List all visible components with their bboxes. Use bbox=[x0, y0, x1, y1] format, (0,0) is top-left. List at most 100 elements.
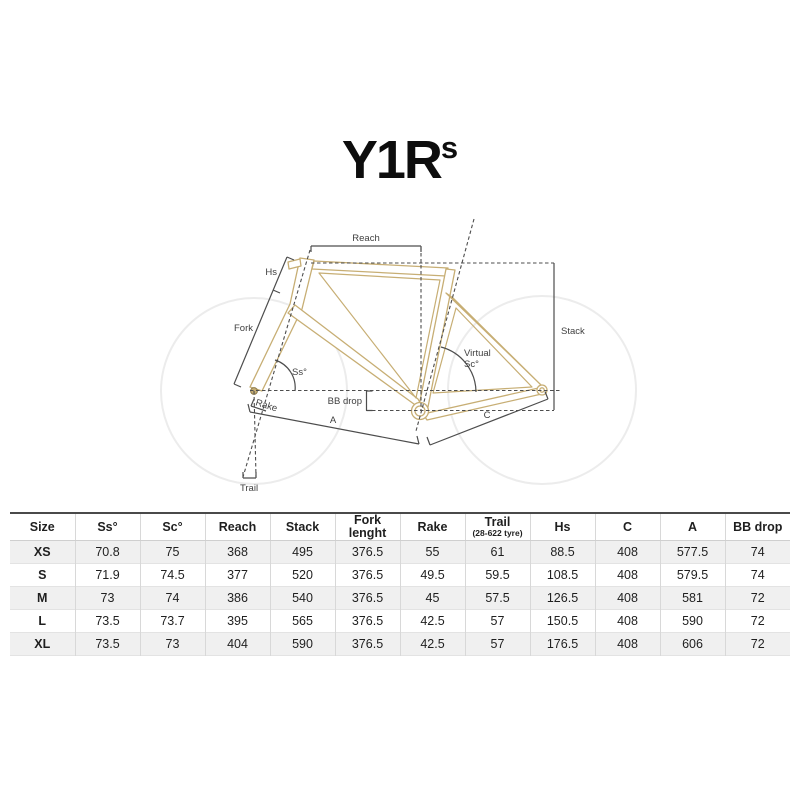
size-cell: XL bbox=[10, 632, 75, 656]
seat-angle-measure: Virtual Sc° bbox=[440, 346, 491, 393]
column-header: Stack bbox=[269, 513, 335, 542]
brand-logo: Y1Rs bbox=[0, 132, 800, 187]
table-cell: 74 bbox=[724, 563, 790, 587]
table-cell: 42.5 bbox=[399, 632, 465, 656]
table-cell: 377 bbox=[204, 563, 270, 587]
stack-label: Stack bbox=[561, 326, 585, 337]
table-cell: 73.5 bbox=[74, 609, 140, 633]
table-cell: 70.8 bbox=[74, 540, 140, 564]
table-cell: 408 bbox=[594, 609, 660, 633]
table-cell: 49.5 bbox=[399, 563, 465, 587]
table-cell: 73.7 bbox=[139, 609, 205, 633]
column-header: Trail (28-622 tyre) bbox=[464, 513, 530, 542]
table-cell: 75 bbox=[139, 540, 205, 564]
table-cell: 74.5 bbox=[139, 563, 205, 587]
a-measure: A bbox=[247, 403, 420, 445]
table-cell: 565 bbox=[269, 609, 335, 633]
table-cell: 577.5 bbox=[659, 540, 725, 564]
geometry-table: Size Ss° Sc° Reach Stack Fork lenght Rake Trail… bbox=[10, 512, 790, 656]
rake-measure: Rake bbox=[250, 397, 279, 414]
logo-text: Y1R bbox=[341, 130, 443, 190]
column-header: Ss° bbox=[74, 513, 140, 542]
table-row: XS 70.8 75 368 495 376.5 55 61 88.5 408 577.5 74 bbox=[10, 540, 790, 564]
table-cell: 72 bbox=[724, 609, 790, 633]
c-label: C bbox=[484, 410, 491, 421]
column-header: Fork lenght bbox=[334, 513, 400, 542]
table-cell: 520 bbox=[269, 563, 335, 587]
fork-hs-measure: Hs Fork bbox=[233, 256, 295, 388]
table-cell: 55 bbox=[399, 540, 465, 564]
rake-label: Rake bbox=[254, 397, 278, 414]
table-cell: 150.5 bbox=[529, 609, 595, 633]
table-cell: 72 bbox=[724, 586, 790, 610]
table-cell: 74 bbox=[139, 586, 205, 610]
size-cell: S bbox=[10, 563, 75, 587]
table-cell: 495 bbox=[269, 540, 335, 564]
a-label: A bbox=[330, 415, 337, 426]
table-cell: 590 bbox=[659, 609, 725, 633]
table-cell: 408 bbox=[594, 563, 660, 587]
geometry-diagram: Reach Stack Hs Fork Ss° Rake Trail bbox=[160, 218, 637, 494]
table-cell: 42.5 bbox=[399, 609, 465, 633]
table-cell: 386 bbox=[204, 586, 270, 610]
size-cell: L bbox=[10, 609, 75, 633]
table-cell: 176.5 bbox=[529, 632, 595, 656]
table-cell: 376.5 bbox=[334, 609, 400, 633]
column-header: BB drop bbox=[724, 513, 790, 542]
table-cell: 45 bbox=[399, 586, 465, 610]
frame-outline bbox=[249, 257, 548, 421]
table-cell: 376.5 bbox=[334, 632, 400, 656]
virtual-sc-label-line1: Virtual bbox=[464, 348, 491, 359]
column-header: Sc° bbox=[139, 513, 205, 542]
column-header: C bbox=[594, 513, 660, 542]
table-cell: 376.5 bbox=[334, 540, 400, 564]
logo-superscript: s bbox=[440, 130, 459, 165]
column-header: A bbox=[659, 513, 725, 542]
reach-measure: Reach bbox=[310, 233, 422, 252]
table-cell: 408 bbox=[594, 540, 660, 564]
stack-measure: Stack bbox=[553, 263, 585, 410]
c-measure: C bbox=[426, 391, 549, 446]
table-header-row: Size Ss° Sc° Reach Stack Fork lenght Rake Trail… bbox=[10, 513, 790, 542]
table-cell: 61 bbox=[464, 540, 530, 564]
table-cell: 376.5 bbox=[334, 563, 400, 587]
bb-drop-label: BB drop bbox=[328, 396, 362, 407]
table-cell: 72 bbox=[724, 632, 790, 656]
column-header: Rake bbox=[399, 513, 465, 542]
table-cell: 376.5 bbox=[334, 586, 400, 610]
table-cell: 73.5 bbox=[74, 632, 140, 656]
table-cell: 57 bbox=[464, 632, 530, 656]
hs-label: Hs bbox=[265, 267, 277, 278]
size-cell: XS bbox=[10, 540, 75, 564]
virtual-sc-label-line2: Sc° bbox=[464, 359, 479, 370]
bb-drop-measure: BB drop bbox=[328, 390, 373, 412]
table-cell: 126.5 bbox=[529, 586, 595, 610]
table-cell: 88.5 bbox=[529, 540, 595, 564]
table-cell: 73 bbox=[74, 586, 140, 610]
table-cell: 590 bbox=[269, 632, 335, 656]
table-cell: 108.5 bbox=[529, 563, 595, 587]
column-header: Reach bbox=[204, 513, 270, 542]
table-cell: 59.5 bbox=[464, 563, 530, 587]
table-cell: 368 bbox=[204, 540, 270, 564]
table-cell: 71.9 bbox=[74, 563, 140, 587]
head-angle-measure: Ss° bbox=[274, 359, 307, 392]
table-row: M 73 74 386 540 376.5 45 57.5 126.5 408 581 72 bbox=[10, 586, 790, 610]
table-cell: 606 bbox=[659, 632, 725, 656]
table-cell: 57.5 bbox=[464, 586, 530, 610]
table-body: XS 70.8 75 368 495 376.5 55 61 88.5 408 577.5 74 S 71… bbox=[10, 540, 790, 656]
ss-angle-label: Ss° bbox=[292, 367, 307, 378]
column-header: Size bbox=[10, 513, 75, 542]
table-cell: 581 bbox=[659, 586, 725, 610]
fork-label: Fork bbox=[234, 323, 253, 334]
table-cell: 408 bbox=[594, 632, 660, 656]
table-cell: 73 bbox=[139, 632, 205, 656]
construction-lines bbox=[242, 218, 560, 478]
trail-label: Trail bbox=[240, 483, 258, 494]
trail-measure: Trail bbox=[240, 472, 258, 494]
reach-label: Reach bbox=[352, 233, 379, 244]
size-cell: M bbox=[10, 586, 75, 610]
table-cell: 579.5 bbox=[659, 563, 725, 587]
table-row: XL 73.5 73 404 590 376.5 42.5 57 176.5 408 606 72 bbox=[10, 632, 790, 656]
